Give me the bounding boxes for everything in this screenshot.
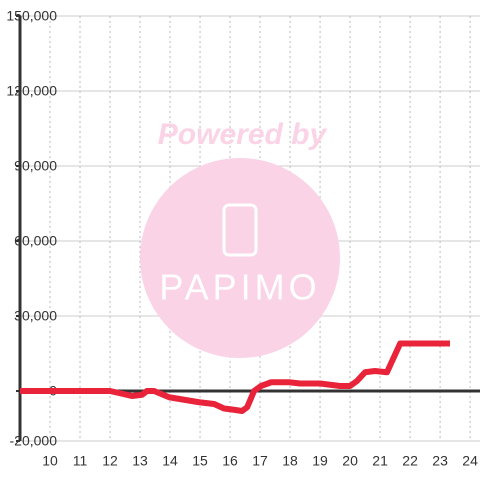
- x-tick-label: 11: [73, 453, 88, 469]
- x-tick-label: 14: [162, 453, 178, 469]
- y-tick-label: 30,000: [14, 308, 57, 324]
- plot: -20,000030,00060,00090,000120,000150,000…: [6, 8, 480, 469]
- y-tick-label: 90,000: [14, 158, 57, 174]
- x-tick-label: 23: [432, 453, 448, 469]
- y-tick-label: 120,000: [6, 83, 57, 99]
- x-tick-label: 15: [192, 453, 208, 469]
- watermark-circle: [140, 158, 340, 358]
- watermark: Powered by PAPIMO: [140, 118, 340, 358]
- y-tick-label: 150,000: [6, 8, 57, 24]
- y-tick-label: 60,000: [14, 233, 57, 249]
- x-tick-label: 17: [252, 453, 268, 469]
- watermark-logo: PAPIMO: [159, 267, 320, 308]
- x-tick-label: 22: [402, 453, 418, 469]
- x-tick-label: 12: [102, 453, 118, 469]
- x-tick-label: 21: [372, 453, 388, 469]
- y-tick-label: -20,000: [10, 433, 58, 449]
- watermark-text: Powered by: [158, 118, 328, 151]
- x-tick-label: 18: [282, 453, 298, 469]
- x-tick-label: 16: [222, 453, 238, 469]
- line: [20, 340, 450, 414]
- x-tick-label: 13: [132, 453, 148, 469]
- x-tick-label: 24: [462, 453, 478, 469]
- x-tick-label: 19: [312, 453, 328, 469]
- x-tick-label: 20: [342, 453, 358, 469]
- watermark-phone: [222, 203, 258, 257]
- x-tick-label: 10: [42, 453, 58, 469]
